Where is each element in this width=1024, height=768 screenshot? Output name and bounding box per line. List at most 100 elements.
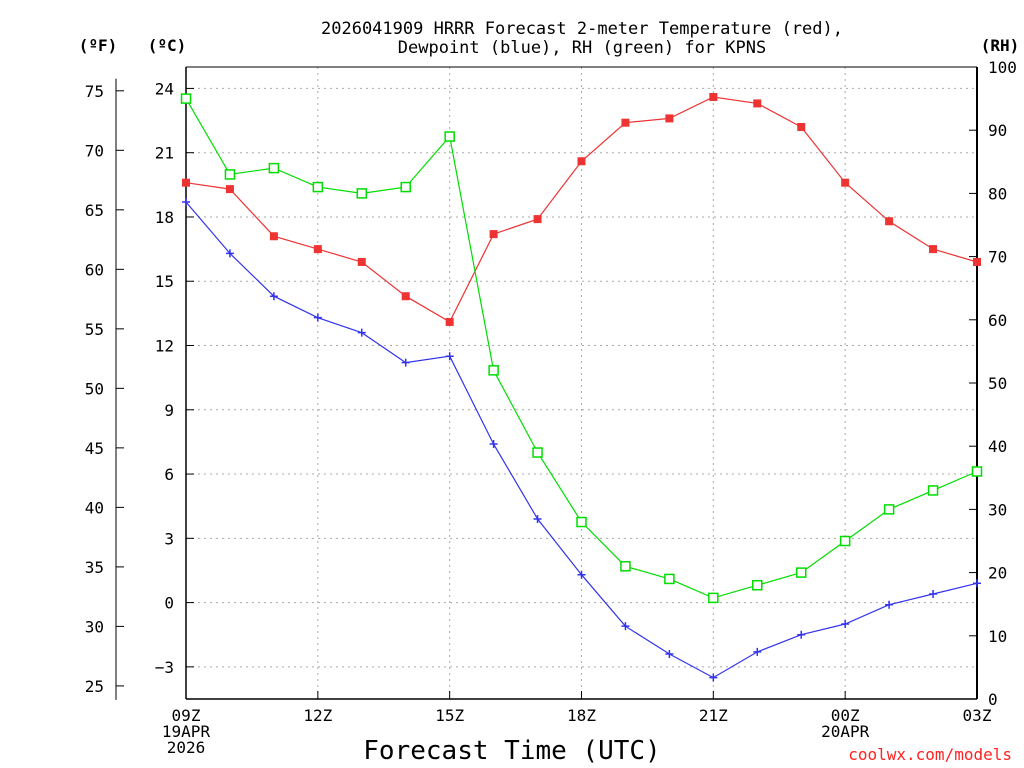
data-point	[180, 93, 192, 104]
rh-tick-label: 40	[988, 437, 1007, 456]
data-point	[885, 217, 894, 226]
data-point	[885, 600, 894, 609]
chart-title-line-2: Dewpoint (blue), RH (green) for KPNS	[398, 38, 766, 58]
data-point	[971, 466, 983, 477]
rh-tick-label: 90	[988, 121, 1007, 140]
x-tick-label: 03Z	[963, 706, 992, 725]
data-point	[664, 573, 675, 585]
data-point	[973, 257, 981, 266]
series-line	[185, 96, 978, 323]
data-point	[929, 590, 938, 599]
data-point	[357, 257, 366, 266]
celsius-tick-label: 0	[164, 594, 174, 613]
data-point	[708, 592, 719, 604]
data-point	[268, 162, 280, 174]
data-point	[533, 515, 542, 524]
data-point	[444, 131, 455, 142]
fahrenheit-tick-label: 35	[85, 558, 104, 577]
celsius-tick-label: 6	[164, 465, 174, 484]
data-point	[929, 245, 938, 254]
data-point	[709, 673, 718, 682]
fahrenheit-tick-label: 60	[85, 260, 104, 279]
x-tick-label: 19APR	[162, 722, 211, 741]
data-point	[182, 178, 190, 187]
data-point	[445, 317, 454, 326]
x-tick-label: 2026	[167, 738, 206, 757]
data-point	[797, 122, 806, 131]
x-tick-label: 12Z	[303, 706, 332, 725]
data-point	[621, 622, 630, 631]
data-point	[269, 292, 278, 301]
data-point	[752, 579, 763, 591]
data-point	[797, 630, 806, 639]
data-point	[533, 215, 542, 224]
data-point	[839, 535, 851, 547]
celsius-unit-label: (ºC)	[148, 36, 187, 55]
rh-tick-label: 60	[988, 311, 1007, 330]
data-point	[753, 647, 762, 656]
celsius-tick-label: 18	[155, 208, 174, 227]
x-tick-label: 21Z	[699, 706, 728, 725]
data-point	[577, 157, 586, 166]
celsius-tick-label: 24	[155, 79, 174, 98]
chart-title-line-1: 2026041909 HRRR Forecast 2-meter Tempera…	[321, 19, 843, 39]
fahrenheit-unit-label: (ºF)	[79, 36, 118, 55]
fahrenheit-tick-label: 45	[85, 439, 104, 458]
data-point	[841, 178, 850, 187]
x-tick-label: 15Z	[435, 706, 464, 725]
data-point	[401, 358, 410, 367]
rh-unit-label: (RH)	[981, 36, 1020, 55]
data-point	[753, 99, 762, 108]
data-point	[795, 567, 807, 578]
rh-tick-label: 50	[988, 374, 1007, 393]
x-tick-label: 09Z	[172, 706, 201, 725]
rh-tick-label: 20	[988, 564, 1007, 583]
data-point	[224, 169, 236, 180]
data-point	[225, 185, 234, 194]
x-tick-label: 00Z	[831, 706, 860, 725]
series-0-group	[182, 92, 981, 326]
data-point	[973, 579, 981, 588]
data-point	[665, 650, 674, 659]
data-point	[445, 352, 454, 361]
data-point	[620, 561, 631, 572]
data-point	[357, 328, 366, 337]
rh-tick-label: 80	[988, 184, 1007, 203]
fahrenheit-tick-label: 70	[85, 141, 104, 160]
data-point	[577, 570, 586, 579]
data-point	[621, 118, 630, 127]
rh-tick-label: 10	[988, 627, 1007, 646]
data-point	[225, 249, 234, 258]
fahrenheit-tick-label: 30	[85, 617, 104, 636]
data-point	[883, 504, 895, 515]
series-1-group	[182, 197, 981, 682]
x-axis-label: Forecast Time (UTC)	[363, 736, 660, 766]
data-point	[489, 230, 498, 239]
celsius-tick-label: 15	[155, 272, 174, 291]
data-point	[532, 447, 543, 458]
celsius-tick-label: 3	[164, 529, 174, 548]
fahrenheit-tick-label: 65	[85, 201, 104, 220]
fahrenheit-tick-label: 25	[85, 677, 104, 696]
celsius-tick-label: 12	[155, 337, 174, 356]
data-point	[576, 516, 587, 528]
data-point	[356, 188, 368, 199]
data-point	[927, 485, 939, 496]
data-point	[841, 620, 850, 629]
series	[180, 92, 983, 682]
axes: 757065605550454035302524211815129630−310…	[85, 58, 1017, 757]
data-point	[489, 440, 498, 449]
celsius-tick-label: 21	[155, 144, 174, 163]
credit-text: coolwx.com/models	[848, 745, 1012, 764]
data-point	[709, 92, 718, 101]
x-tick-label: 20APR	[821, 722, 870, 741]
x-tick-label: 18Z	[567, 706, 596, 725]
data-point	[312, 181, 324, 193]
fahrenheit-tick-label: 55	[85, 320, 104, 339]
celsius-tick-label: −3	[155, 658, 174, 677]
data-point	[269, 232, 278, 241]
data-point	[488, 365, 499, 376]
data-point	[313, 313, 322, 322]
fahrenheit-tick-label: 75	[85, 82, 104, 101]
